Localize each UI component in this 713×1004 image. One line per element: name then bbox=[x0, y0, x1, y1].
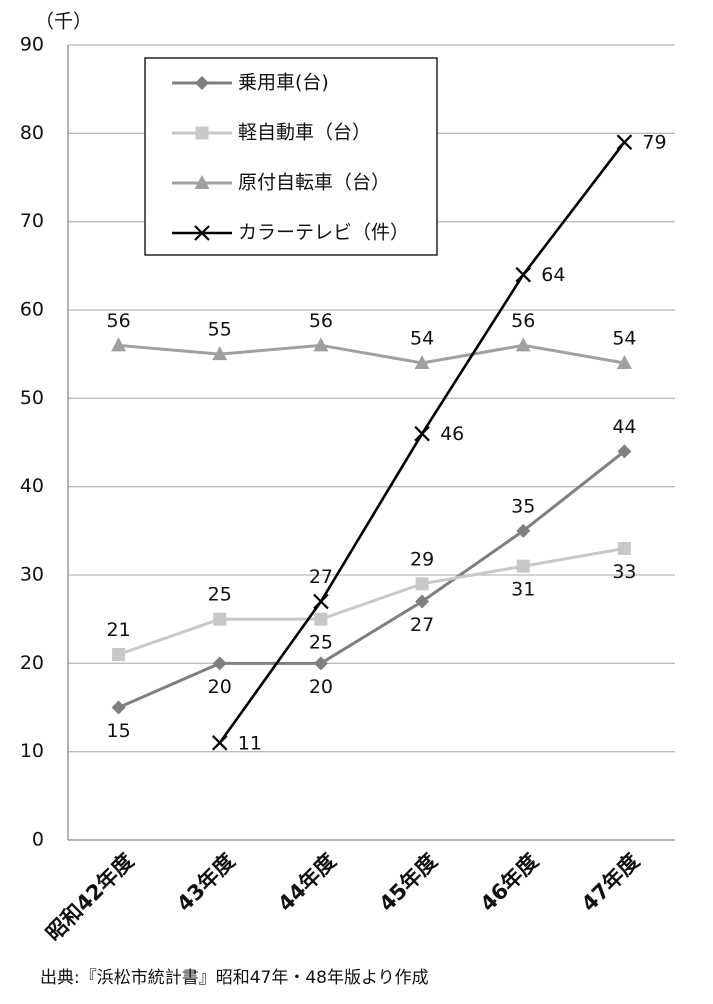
marker bbox=[313, 337, 329, 352]
y-tick-label: 50 bbox=[20, 387, 44, 409]
marker bbox=[415, 577, 429, 591]
legend-label: カラーテレビ（件） bbox=[238, 222, 409, 244]
data-label: 31 bbox=[511, 579, 535, 601]
marker bbox=[515, 337, 531, 352]
x-tick-label: 45年度 bbox=[375, 849, 442, 916]
unit-label: （千） bbox=[35, 11, 92, 33]
marker bbox=[112, 648, 126, 661]
data-label: 56 bbox=[106, 310, 130, 332]
data-label: 44 bbox=[612, 416, 636, 438]
data-label: 33 bbox=[612, 561, 636, 583]
marker bbox=[195, 76, 209, 90]
data-label: 11 bbox=[238, 732, 262, 754]
data-label: 64 bbox=[541, 264, 565, 286]
marker bbox=[515, 266, 532, 283]
y-tick-label: 0 bbox=[32, 829, 44, 851]
marker bbox=[195, 126, 209, 140]
marker bbox=[616, 355, 632, 369]
marker bbox=[111, 337, 127, 352]
legend-frame bbox=[144, 57, 438, 256]
marker bbox=[617, 542, 631, 555]
data-label: 27 bbox=[410, 614, 434, 636]
data-label: 27 bbox=[309, 566, 333, 588]
series-line bbox=[118, 547, 625, 656]
data-label: 29 bbox=[410, 548, 434, 570]
x-tick-label: 昭和42年度 bbox=[41, 849, 138, 946]
data-label: 20 bbox=[309, 676, 333, 698]
marker bbox=[194, 225, 210, 241]
y-tick-label: 70 bbox=[20, 210, 44, 232]
y-tick-label: 10 bbox=[20, 740, 44, 762]
marker bbox=[414, 425, 430, 442]
y-tick-label: 20 bbox=[20, 652, 44, 674]
marker bbox=[516, 559, 530, 573]
marker bbox=[617, 444, 632, 459]
marker bbox=[516, 523, 531, 538]
data-label: 15 bbox=[106, 720, 130, 742]
data-label: 46 bbox=[440, 423, 464, 445]
legend-label: 軽自動車（台） bbox=[238, 122, 371, 144]
x-tick-label: 47年度 bbox=[577, 849, 644, 916]
data-label: 25 bbox=[309, 632, 333, 654]
series-line bbox=[118, 343, 625, 365]
y-tick-label: 30 bbox=[20, 564, 44, 586]
marker bbox=[212, 346, 228, 361]
data-label: 56 bbox=[511, 310, 535, 332]
data-label: 54 bbox=[410, 328, 434, 350]
marker bbox=[211, 735, 228, 751]
marker bbox=[314, 612, 328, 626]
data-label: 79 bbox=[642, 132, 666, 154]
legend-label: 原付自転車（台） bbox=[238, 172, 390, 194]
data-label: 21 bbox=[106, 619, 130, 641]
marker bbox=[212, 656, 227, 671]
y-tick-label: 80 bbox=[20, 122, 44, 144]
legend-label: 乗用車(台) bbox=[238, 72, 329, 94]
x-tick-label: 43年度 bbox=[172, 849, 239, 916]
y-tick-label: 60 bbox=[20, 299, 44, 321]
data-label: 56 bbox=[309, 310, 333, 332]
data-label: 35 bbox=[511, 495, 535, 517]
series-line bbox=[117, 450, 626, 709]
marker bbox=[313, 656, 328, 671]
data-label: 20 bbox=[208, 676, 232, 698]
marker bbox=[414, 355, 430, 369]
marker bbox=[313, 593, 329, 610]
marker bbox=[213, 612, 227, 626]
x-tick-label: 46年度 bbox=[476, 849, 543, 916]
source-note: 出典:『浜松市統計書』昭和47年・48年版より作成 bbox=[40, 968, 429, 988]
y-tick-label: 90 bbox=[20, 34, 44, 56]
data-label: 25 bbox=[208, 584, 232, 606]
marker bbox=[111, 700, 126, 715]
marker bbox=[194, 175, 210, 189]
y-tick-label: 40 bbox=[20, 475, 44, 497]
data-label: 54 bbox=[612, 328, 636, 350]
x-tick-label: 44年度 bbox=[273, 849, 340, 916]
marker bbox=[415, 594, 430, 609]
data-label: 55 bbox=[208, 319, 232, 341]
marker bbox=[616, 134, 633, 150]
